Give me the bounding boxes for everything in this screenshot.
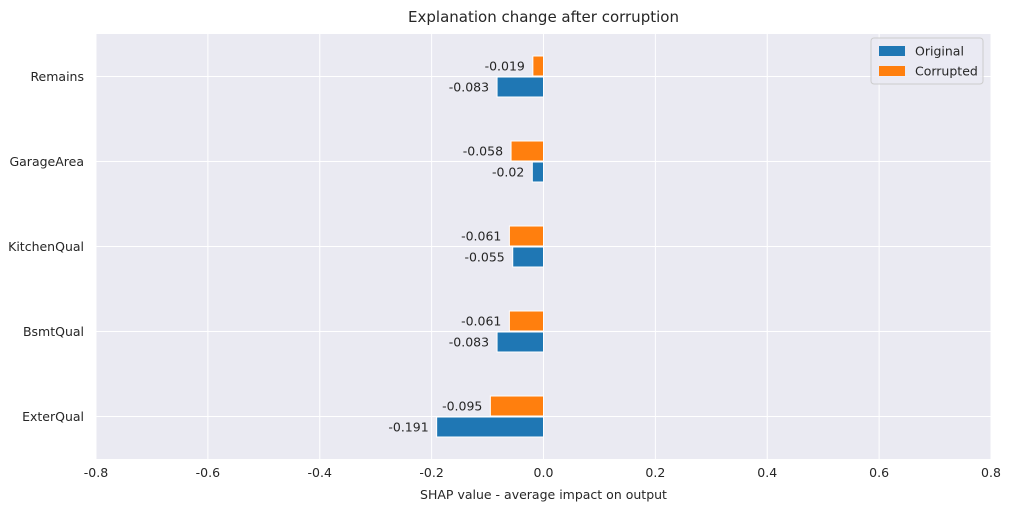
bar-original-garagearea: [531, 161, 544, 183]
data-label: -0.019: [485, 59, 525, 74]
bar-original-kitchenqual: [512, 246, 544, 268]
x-tick-label: 0.0: [534, 465, 554, 480]
legend-label: Original: [915, 44, 964, 59]
x-tick-label: -0.2: [419, 465, 443, 480]
legend: Original Corrupted: [870, 37, 984, 85]
data-label: -0.061: [461, 314, 501, 329]
data-label: -0.095: [442, 399, 482, 414]
data-label: -0.02: [492, 165, 524, 180]
y-tick-label: GarageArea: [9, 154, 84, 169]
bar-corrupted-remains: [532, 55, 545, 77]
x-tick-label: 0.4: [757, 465, 777, 480]
bar-corrupted-garagearea: [510, 140, 544, 162]
data-label: -0.058: [463, 144, 503, 159]
data-label: -0.083: [449, 80, 489, 95]
x-tick-label: -0.8: [84, 465, 108, 480]
data-label: -0.083: [449, 335, 489, 350]
legend-swatch: [879, 46, 905, 56]
legend-swatch: [879, 66, 905, 76]
y-tick-label: ExterQual: [22, 409, 84, 424]
data-labels: -0.019 -0.083 -0.058 -0.02 -0.061 -0.055 -0.06…: [388, 59, 525, 435]
bar-original-bsmtqual: [496, 331, 544, 353]
chart-title: Explanation change after corruption: [408, 8, 679, 26]
legend-label: Corrupted: [915, 64, 978, 79]
x-tick-label: -0.4: [308, 465, 332, 480]
bar-corrupted-exterqual: [489, 395, 544, 417]
y-tick-label: KitchenQual: [8, 239, 84, 254]
data-label: -0.055: [464, 250, 504, 265]
bar-corrupted-kitchenqual: [508, 225, 544, 247]
x-tick-label: 0.6: [869, 465, 889, 480]
bar-corrupted-bsmtqual: [508, 310, 544, 332]
x-axis-ticks: -0.8 -0.6 -0.4 -0.2 0.0 0.2 0.4 0.6 0.8: [84, 465, 1001, 480]
bar-original-remains: [496, 76, 544, 98]
x-tick-label: -0.6: [196, 465, 220, 480]
y-axis-ticks: Remains GarageArea KitchenQual BsmtQual Exte…: [8, 69, 84, 424]
bar-original-exterqual: [436, 416, 544, 438]
y-tick-label: BsmtQual: [23, 324, 84, 339]
x-tick-label: 0.2: [645, 465, 665, 480]
x-tick-label: 0.8: [981, 465, 1001, 480]
data-label: -0.191: [388, 420, 428, 435]
data-label: -0.061: [461, 229, 501, 244]
y-tick-label: Remains: [30, 69, 84, 84]
bars: [436, 55, 545, 438]
x-axis-label: SHAP value - average impact on output: [420, 487, 667, 502]
